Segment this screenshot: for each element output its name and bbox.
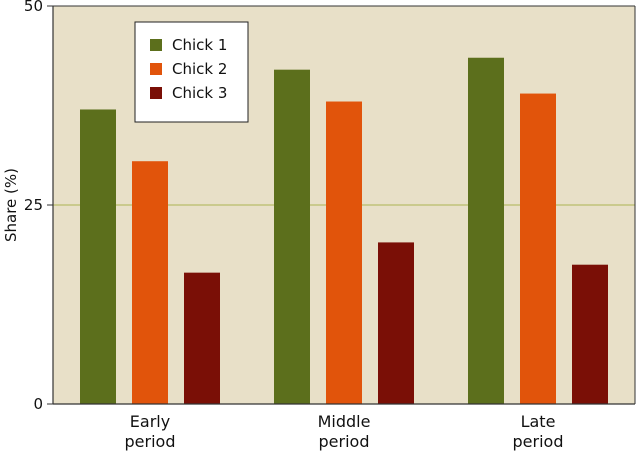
legend: Chick 1 Chick 2 Chick 3: [134, 21, 249, 123]
bar-chick-1-0: [80, 109, 116, 404]
legend-label: Chick 1: [172, 36, 227, 54]
y-axis-ticks: 0 25 50: [24, 0, 53, 413]
y-tick-label: 25: [24, 196, 43, 214]
bar-chick-2-2: [520, 93, 556, 404]
x-category-label: period: [513, 432, 564, 451]
bar-chick-3-1: [378, 242, 414, 404]
x-category-label: period: [125, 432, 176, 451]
bar-chick-3-0: [184, 272, 220, 404]
bar-chick-2-1: [326, 101, 362, 405]
x-category-label: Early: [130, 412, 170, 431]
x-category-label: period: [319, 432, 370, 451]
legend-swatch: [150, 87, 162, 99]
bar-chick-3-2: [572, 264, 608, 404]
legend-swatch: [150, 39, 162, 51]
bars: [80, 57, 608, 405]
x-category-label: Middle: [318, 412, 371, 431]
legend-swatch: [150, 63, 162, 75]
legend-label: Chick 3: [172, 84, 227, 102]
bar-chick-1-2: [468, 57, 504, 405]
x-category-label: Late: [521, 412, 556, 431]
y-tick-label: 50: [24, 0, 43, 15]
legend-label: Chick 2: [172, 60, 227, 78]
bar-chick-1-1: [274, 69, 310, 405]
bar-chick-2-0: [132, 161, 168, 404]
y-tick-label: 0: [33, 395, 43, 413]
y-axis-title: Share (%): [2, 168, 20, 242]
